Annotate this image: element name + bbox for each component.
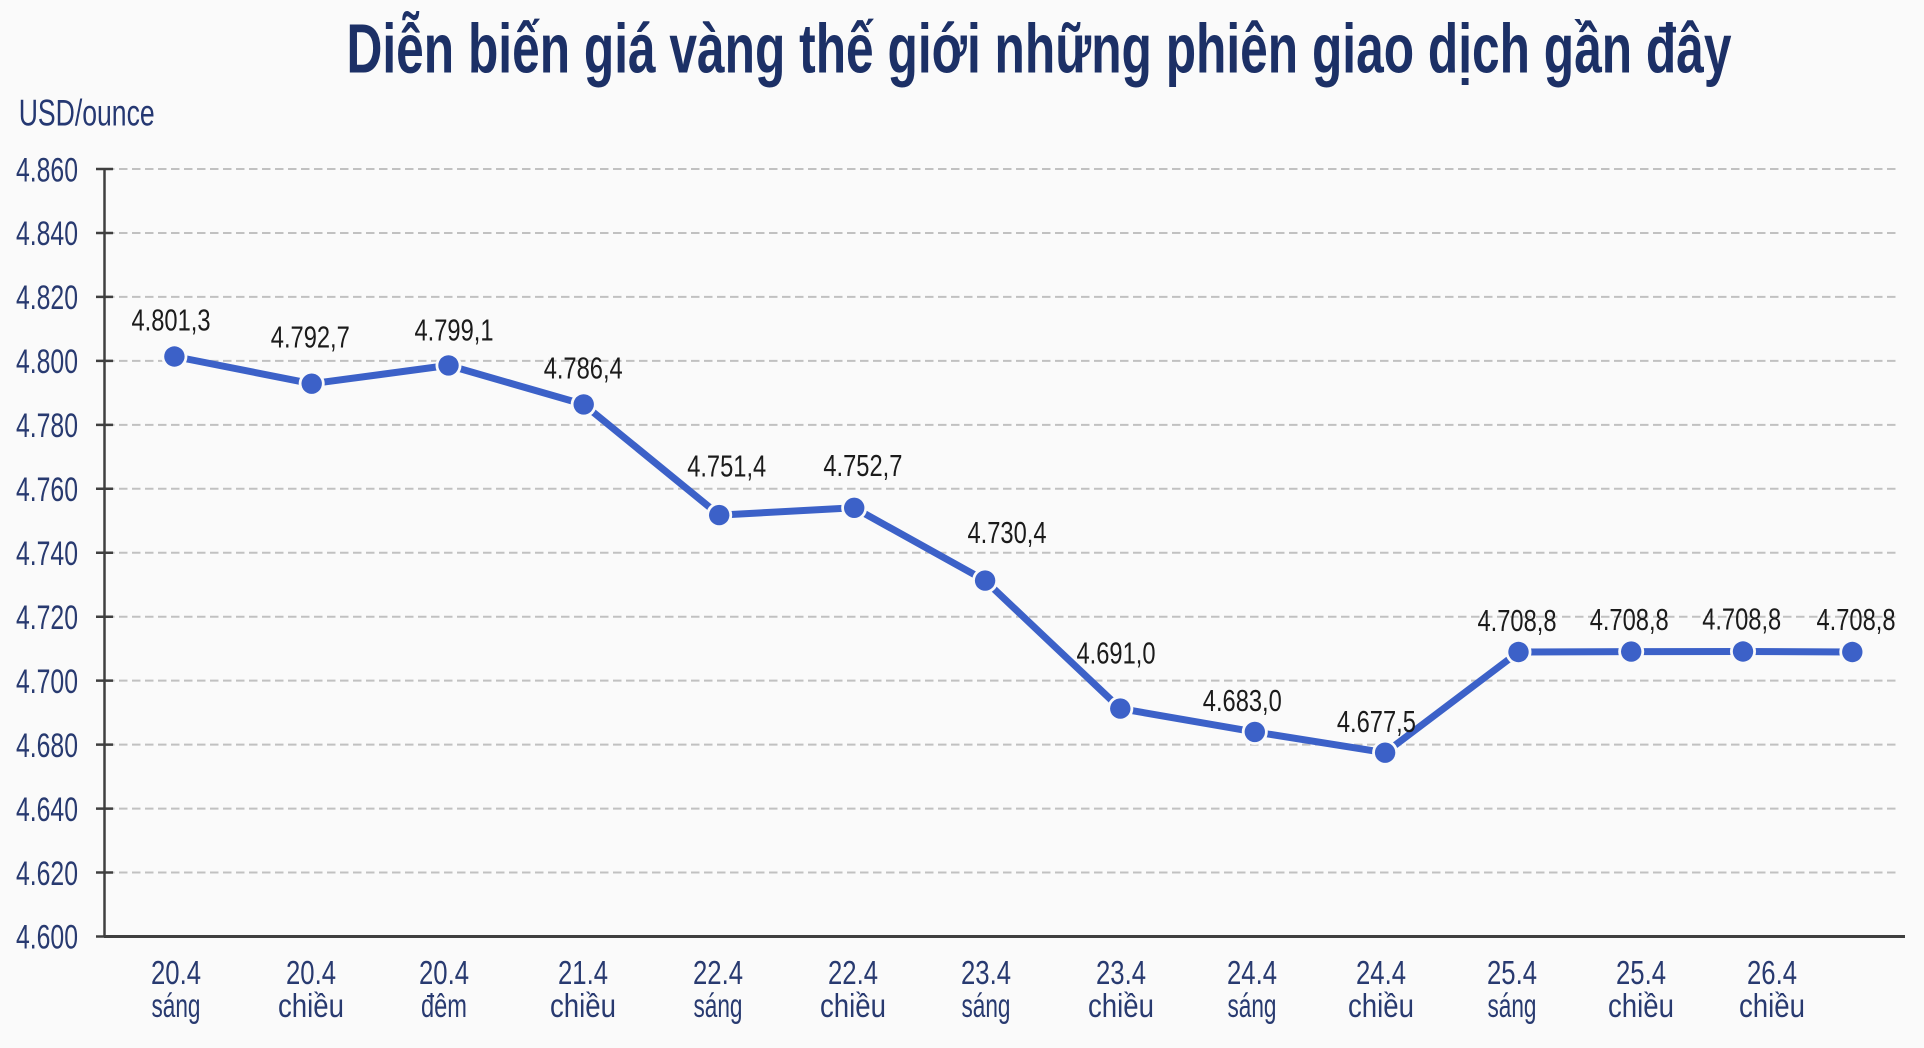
svg-text:4.752,7: 4.752,7 <box>823 448 902 483</box>
svg-text:4.780: 4.780 <box>16 407 78 445</box>
svg-text:20.4: 20.4 <box>151 954 201 991</box>
svg-text:Diễn biến giá vàng thế giới nh: Diễn biến giá vàng thế giới những phiên … <box>347 10 1732 88</box>
svg-text:sáng: sáng <box>1488 987 1537 1024</box>
svg-text:23.4: 23.4 <box>1096 954 1146 991</box>
svg-text:chiều: chiều <box>820 987 886 1024</box>
svg-text:4.792,7: 4.792,7 <box>271 320 350 355</box>
svg-text:4.708,8: 4.708,8 <box>1478 603 1557 638</box>
svg-text:20.4: 20.4 <box>286 954 336 991</box>
svg-text:24.4: 24.4 <box>1227 954 1277 991</box>
svg-text:4.620: 4.620 <box>16 855 78 893</box>
svg-text:4.680: 4.680 <box>16 727 78 765</box>
svg-text:chiều: chiều <box>1088 987 1154 1024</box>
svg-text:4.677,5: 4.677,5 <box>1337 704 1416 739</box>
svg-text:4.760: 4.760 <box>16 471 78 509</box>
svg-text:4.600: 4.600 <box>16 919 78 957</box>
svg-text:chiều: chiều <box>550 987 616 1024</box>
svg-text:4.700: 4.700 <box>16 663 78 701</box>
svg-text:4.740: 4.740 <box>16 535 78 573</box>
svg-text:chiều: chiều <box>1348 987 1414 1024</box>
svg-text:4.799,1: 4.799,1 <box>415 313 494 348</box>
svg-text:đêm: đêm <box>421 987 467 1024</box>
svg-text:4.708,8: 4.708,8 <box>1590 602 1669 637</box>
svg-text:4.860: 4.860 <box>16 151 78 189</box>
svg-text:4.720: 4.720 <box>16 599 78 637</box>
svg-text:4.683,0: 4.683,0 <box>1203 683 1282 718</box>
svg-text:20.4: 20.4 <box>419 954 469 991</box>
svg-text:4.640: 4.640 <box>16 791 78 829</box>
svg-text:23.4: 23.4 <box>961 954 1011 991</box>
svg-text:25.4: 25.4 <box>1487 954 1537 991</box>
svg-text:4.751,4: 4.751,4 <box>687 449 766 484</box>
svg-text:chiều: chiều <box>278 987 344 1024</box>
svg-text:sáng: sáng <box>1228 987 1277 1024</box>
svg-text:4.730,4: 4.730,4 <box>968 515 1047 550</box>
svg-text:USD/ounce: USD/ounce <box>19 92 155 133</box>
svg-text:25.4: 25.4 <box>1616 954 1666 991</box>
svg-text:4.786,4: 4.786,4 <box>544 351 623 386</box>
svg-text:4.708,8: 4.708,8 <box>1702 602 1781 637</box>
svg-text:24.4: 24.4 <box>1356 954 1406 991</box>
svg-text:chiều: chiều <box>1608 987 1674 1024</box>
svg-text:4.691,0: 4.691,0 <box>1077 635 1156 670</box>
svg-text:sáng: sáng <box>962 987 1011 1024</box>
svg-text:4.800: 4.800 <box>16 343 78 381</box>
svg-text:4.801,3: 4.801,3 <box>132 303 211 338</box>
svg-text:4.840: 4.840 <box>16 215 78 253</box>
svg-text:4.820: 4.820 <box>16 279 78 317</box>
svg-text:22.4: 22.4 <box>693 954 743 991</box>
svg-text:4.708,8: 4.708,8 <box>1817 602 1896 637</box>
svg-text:sáng: sáng <box>152 987 201 1024</box>
svg-text:22.4: 22.4 <box>828 954 878 991</box>
svg-text:21.4: 21.4 <box>558 954 608 991</box>
svg-text:26.4: 26.4 <box>1747 954 1797 991</box>
svg-text:sáng: sáng <box>694 987 743 1024</box>
svg-text:chiều: chiều <box>1739 987 1805 1024</box>
